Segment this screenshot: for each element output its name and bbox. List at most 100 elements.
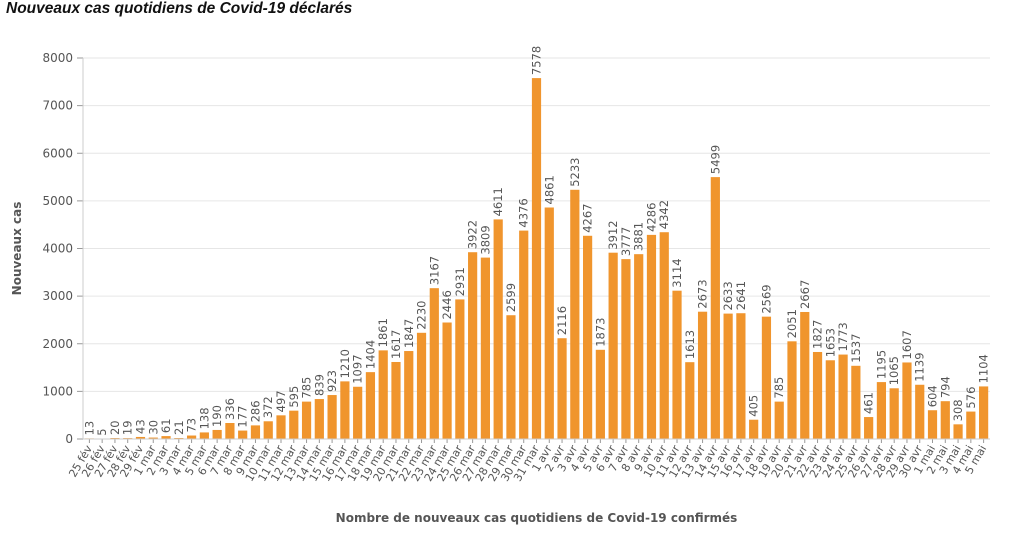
data-label: 5499 (708, 145, 722, 174)
bar (838, 354, 848, 439)
bar (250, 425, 261, 439)
bar (582, 235, 593, 439)
bar (327, 395, 337, 439)
bar (225, 422, 235, 439)
data-label: 21 (172, 420, 186, 435)
data-label: 61 (159, 418, 173, 433)
bar (595, 349, 605, 439)
data-label: 1097 (351, 354, 365, 383)
data-label: 3881 (632, 222, 646, 251)
data-label: 2569 (759, 284, 773, 313)
data-label: 923 (325, 370, 339, 392)
data-label: 1195 (874, 350, 888, 379)
bar (966, 411, 976, 439)
bar (774, 401, 784, 439)
bar (365, 372, 376, 439)
data-label: 2931 (453, 267, 467, 296)
data-label: 1404 (363, 340, 377, 369)
bar (927, 410, 938, 439)
data-label: 1773 (836, 322, 850, 351)
bar (876, 382, 887, 439)
data-label: 3922 (466, 220, 480, 249)
data-label: 604 (926, 385, 940, 407)
data-label: 3114 (670, 258, 684, 287)
data-label: 785 (300, 377, 314, 399)
data-label: 1104 (977, 354, 991, 383)
bar (825, 360, 835, 439)
bar (442, 322, 452, 439)
bar (621, 259, 631, 439)
bar (391, 361, 401, 439)
y-tick-label: 0 (65, 432, 73, 446)
bar (289, 410, 299, 439)
data-label: 4376 (517, 198, 531, 227)
y-tick-label: 6000 (42, 146, 73, 160)
bar (301, 401, 312, 439)
data-label: 138 (197, 407, 211, 429)
bar (519, 230, 529, 439)
data-label: 19 (121, 420, 135, 435)
data-label: 405 (747, 395, 761, 417)
data-label: 1210 (338, 349, 352, 378)
bar (416, 332, 427, 439)
data-label: 2667 (798, 280, 812, 309)
data-label: 190 (210, 405, 224, 427)
data-label: 73 (185, 418, 199, 433)
data-label: 3912 (606, 220, 620, 249)
data-label: 7578 (530, 46, 544, 75)
data-label: 1065 (887, 356, 901, 385)
bar (659, 232, 669, 439)
bar (723, 313, 733, 439)
bar (161, 436, 171, 439)
data-label: 1847 (402, 319, 416, 348)
data-label: 461 (862, 392, 876, 414)
bar (749, 419, 759, 439)
data-label: 3167 (427, 256, 441, 285)
bar (148, 437, 158, 439)
bar (953, 424, 963, 439)
data-label: 1653 (823, 328, 837, 357)
bar (429, 288, 439, 439)
bar (710, 177, 720, 440)
bar (634, 254, 644, 439)
bar-series (84, 78, 989, 440)
data-label: 576 (964, 387, 978, 409)
data-label: 4342 (657, 200, 671, 229)
data-label: 4286 (644, 203, 658, 232)
bar (761, 316, 772, 439)
y-tick-label: 4000 (42, 242, 73, 256)
data-label: 2116 (555, 306, 569, 335)
data-label: 1827 (811, 320, 825, 349)
y-tick-label: 7000 (42, 99, 73, 113)
bar (506, 315, 516, 439)
bar (902, 362, 912, 439)
data-label: 1607 (900, 330, 914, 359)
data-label: 497 (274, 390, 288, 412)
bar (340, 381, 350, 439)
bar (378, 350, 388, 439)
data-label: 30 (146, 420, 160, 435)
bar (915, 384, 925, 439)
data-label: 20 (108, 420, 122, 435)
data-label: 1613 (683, 330, 697, 359)
bar (800, 311, 810, 439)
data-label: 5233 (568, 157, 582, 186)
data-label: 4861 (542, 175, 556, 204)
bar (263, 421, 273, 439)
y-axis-title: Nouveaux cas (10, 202, 24, 296)
data-label: 372 (261, 396, 275, 418)
data-label: 308 (951, 399, 965, 421)
data-label: 2673 (696, 279, 710, 308)
data-label: 336 (223, 398, 237, 420)
data-label: 1861 (376, 318, 390, 347)
bar (557, 338, 567, 439)
bar (135, 436, 146, 439)
bar (174, 437, 184, 439)
bar (186, 435, 197, 439)
bar (531, 78, 542, 439)
data-label: 2230 (415, 301, 429, 330)
bar (455, 299, 465, 439)
y-tick-label: 8000 (42, 51, 73, 65)
